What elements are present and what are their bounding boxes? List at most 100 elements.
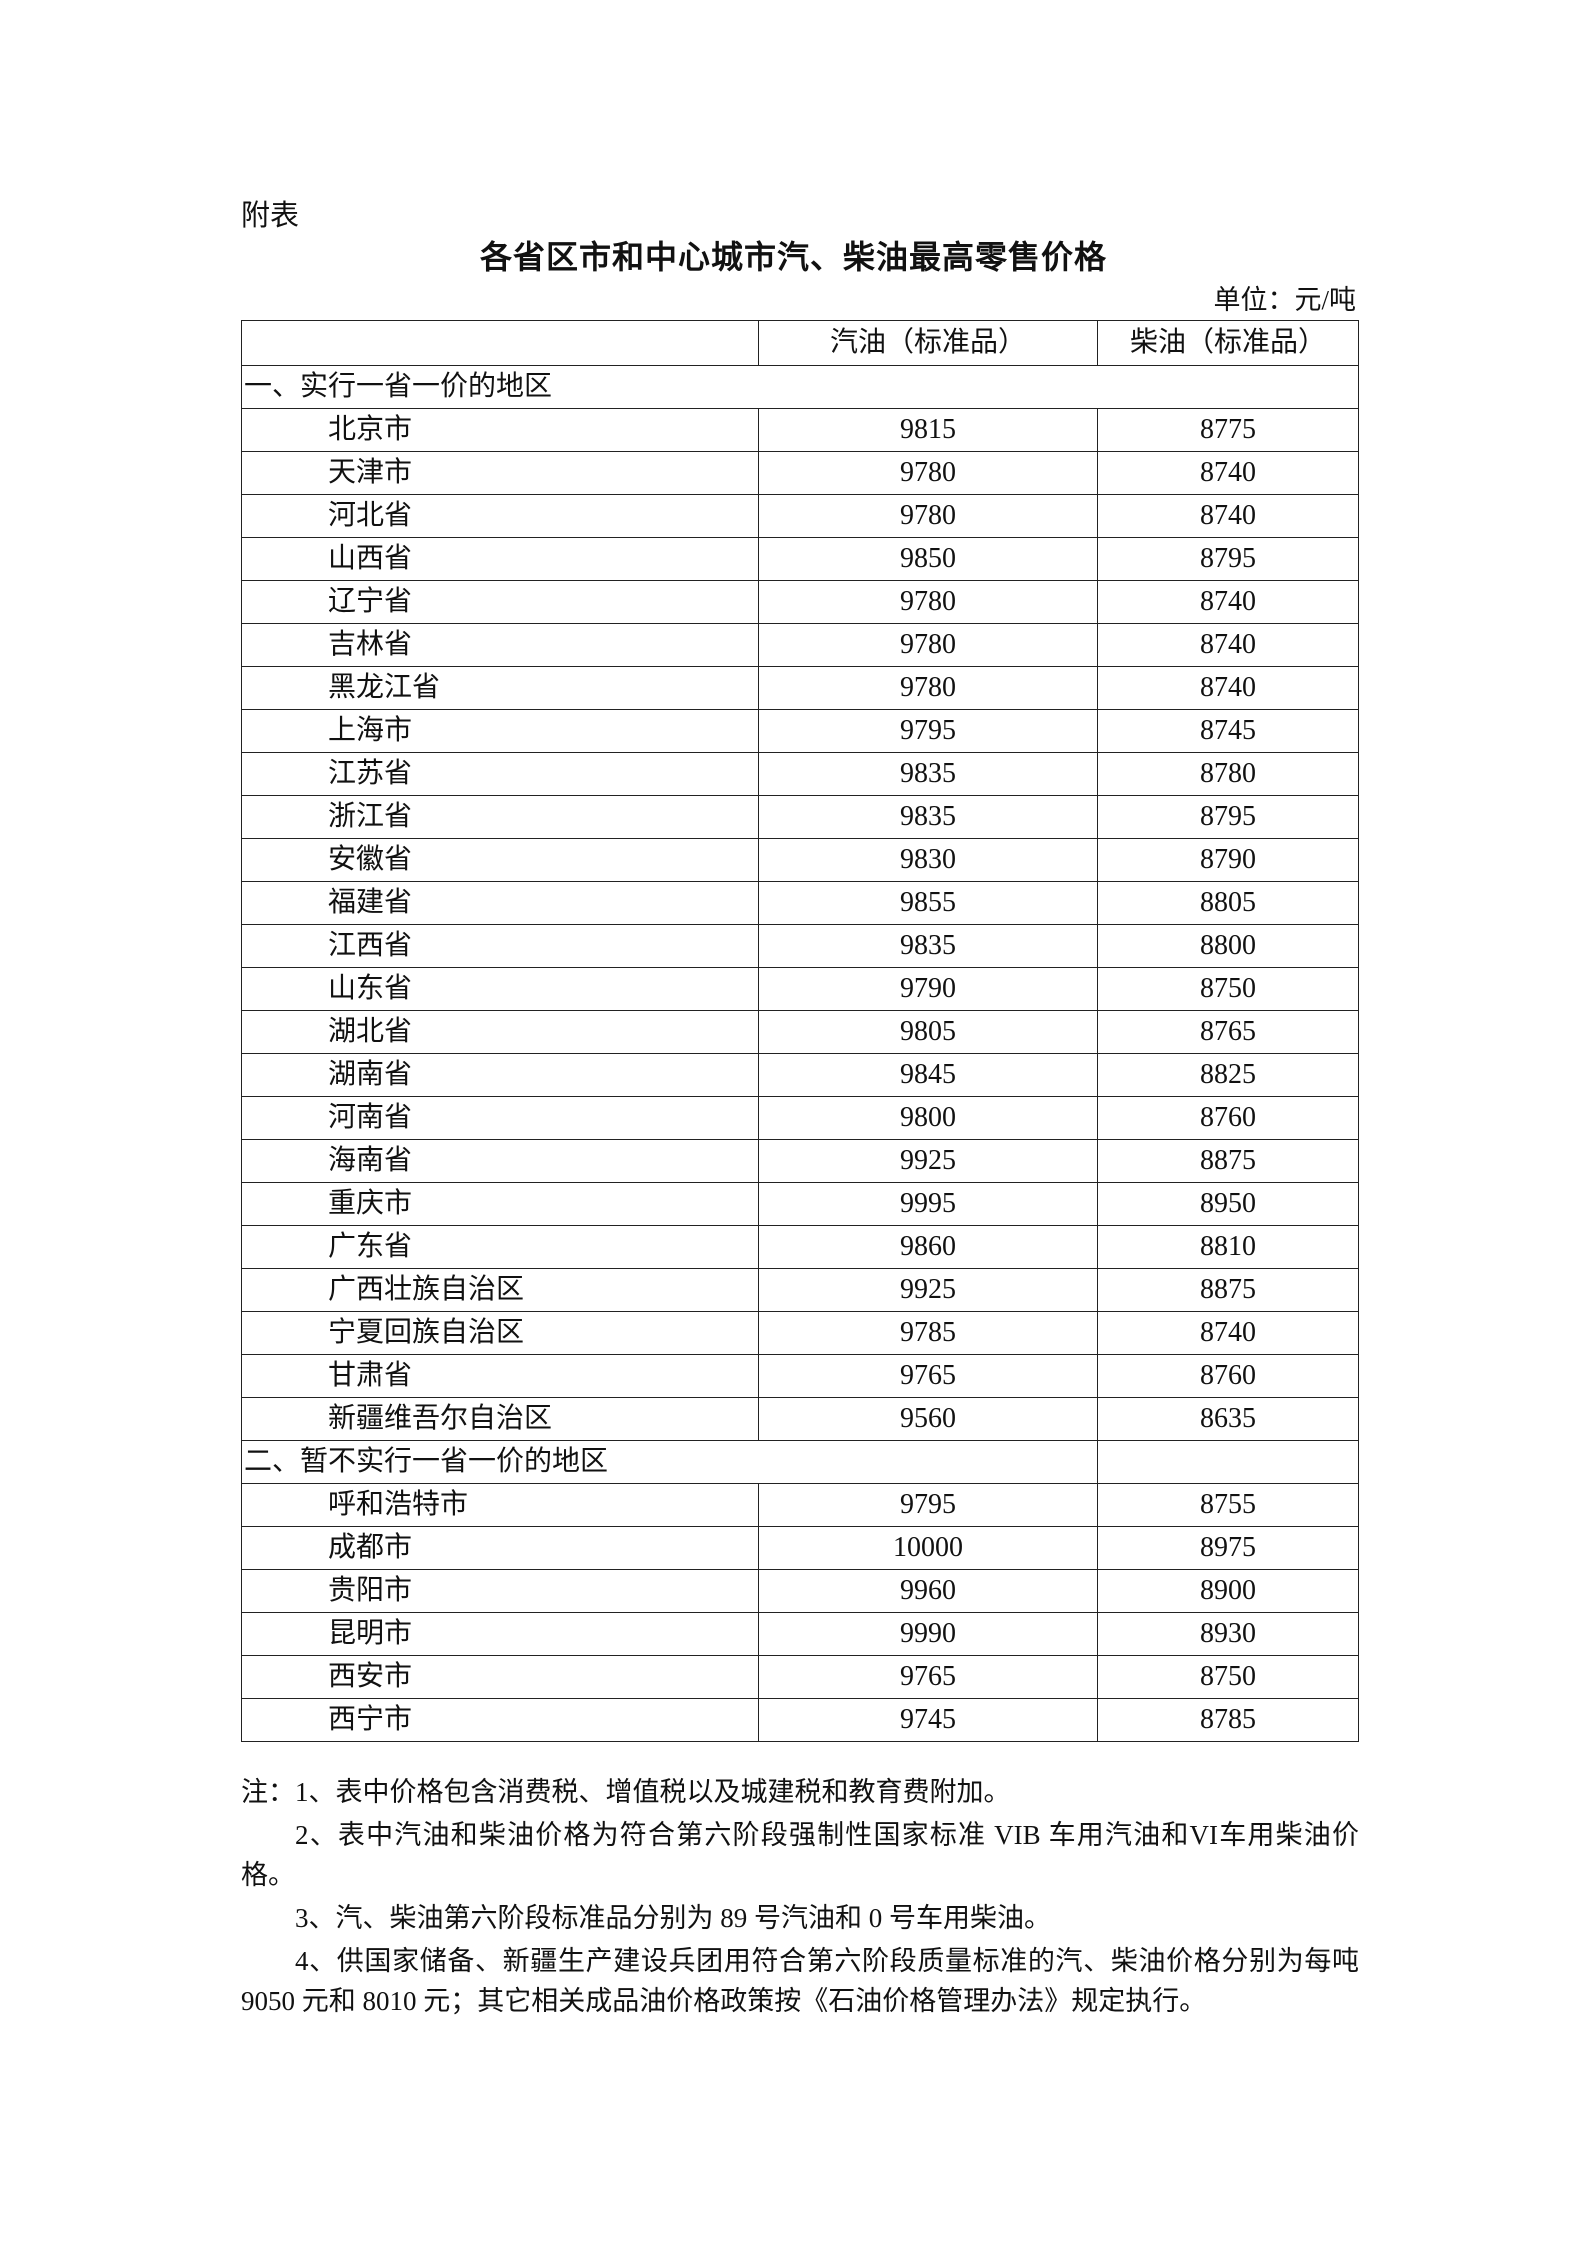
region-name: 福建省: [241, 881, 759, 925]
region-name: 昆明市: [241, 1612, 759, 1656]
table-row: 北京市 9815 8775: [241, 408, 1359, 452]
table-row: 甘肃省 9765 8760: [241, 1354, 1359, 1398]
table-row: 新疆维吾尔自治区 9560 8635: [241, 1397, 1359, 1441]
diesel-price: 8785: [1097, 1698, 1359, 1742]
table-row: 福建省 9855 8805: [241, 881, 1359, 925]
region-name: 安徽省: [241, 838, 759, 882]
note-1: 注：1、表中价格包含消费税、增值税以及城建税和教育费附加。: [241, 1777, 1011, 1807]
note-4: 4、供国家储备、新疆生产建设兵团用符合第六阶段质量标准的汽、柴油价格分别为每吨 …: [241, 1946, 1359, 2016]
gasoline-price: 9845: [758, 1053, 1098, 1097]
gasoline-price: 9780: [758, 451, 1098, 495]
diesel-price: 8750: [1097, 1655, 1359, 1699]
section-row: 二、暂不实行一省一价的地区: [241, 1440, 1359, 1484]
header-region: [241, 320, 759, 366]
table-row: 昆明市 9990 8930: [241, 1612, 1359, 1656]
header-gasoline: 汽油（标准品）: [758, 320, 1098, 366]
gasoline-price: 9765: [758, 1354, 1098, 1398]
gasoline-price: 9795: [758, 709, 1098, 753]
appendix-label: 附表: [241, 200, 300, 232]
diesel-price: 8810: [1097, 1225, 1359, 1269]
gasoline-price: 9855: [758, 881, 1098, 925]
diesel-price: 8755: [1097, 1483, 1359, 1527]
region-name: 黑龙江省: [241, 666, 759, 710]
empty-cell: [1097, 1440, 1359, 1484]
notes: 注：1、表中价格包含消费税、增值税以及城建税和教育费附加。 2、表中汽油和柴油价…: [241, 1772, 1359, 2024]
unit-label: 单位：元/吨: [1213, 285, 1356, 315]
table-row: 湖北省 9805 8765: [241, 1010, 1359, 1054]
region-name: 贵阳市: [241, 1569, 759, 1613]
diesel-price: 8780: [1097, 752, 1359, 796]
diesel-price: 8635: [1097, 1397, 1359, 1441]
region-name: 河南省: [241, 1096, 759, 1140]
table-row: 黑龙江省 9780 8740: [241, 666, 1359, 710]
region-name: 江西省: [241, 924, 759, 968]
diesel-price: 8825: [1097, 1053, 1359, 1097]
diesel-price: 8875: [1097, 1268, 1359, 1312]
gasoline-price: 9925: [758, 1139, 1098, 1183]
diesel-price: 8740: [1097, 494, 1359, 538]
document-title: 各省区市和中心城市汽、柴油最高零售价格: [479, 239, 1107, 275]
region-name: 山西省: [241, 537, 759, 581]
gasoline-price: 9850: [758, 537, 1098, 581]
gasoline-price: 9990: [758, 1612, 1098, 1656]
table-row: 呼和浩特市 9795 8755: [241, 1483, 1359, 1527]
table-row: 广东省 9860 8810: [241, 1225, 1359, 1269]
gasoline-price: 9835: [758, 924, 1098, 968]
gasoline-price: 9800: [758, 1096, 1098, 1140]
diesel-price: 8740: [1097, 623, 1359, 667]
table-row: 安徽省 9830 8790: [241, 838, 1359, 882]
gasoline-price: 9780: [758, 580, 1098, 624]
diesel-price: 8740: [1097, 451, 1359, 495]
table-row: 上海市 9795 8745: [241, 709, 1359, 753]
table-row: 河北省 9780 8740: [241, 494, 1359, 538]
price-table: 汽油（标准品） 柴油（标准品） 一、实行一省一价的地区 北京市 9815 8775 天津…: [241, 320, 1359, 1742]
diesel-price: 8790: [1097, 838, 1359, 882]
region-name: 广东省: [241, 1225, 759, 1269]
table-header-row: 汽油（标准品） 柴油（标准品）: [241, 320, 1359, 366]
gasoline-price: 9835: [758, 795, 1098, 839]
header-diesel: 柴油（标准品）: [1097, 320, 1359, 366]
table-row: 海南省 9925 8875: [241, 1139, 1359, 1183]
diesel-price: 8760: [1097, 1354, 1359, 1398]
diesel-price: 8950: [1097, 1182, 1359, 1226]
region-name: 甘肃省: [241, 1354, 759, 1398]
table-row: 江苏省 9835 8780: [241, 752, 1359, 796]
table-row: 山东省 9790 8750: [241, 967, 1359, 1011]
table-row: 河南省 9800 8760: [241, 1096, 1359, 1140]
diesel-price: 8765: [1097, 1010, 1359, 1054]
region-name: 吉林省: [241, 623, 759, 667]
table-row: 贵阳市 9960 8900: [241, 1569, 1359, 1613]
diesel-price: 8760: [1097, 1096, 1359, 1140]
region-name: 上海市: [241, 709, 759, 753]
diesel-price: 8740: [1097, 1311, 1359, 1355]
table-row: 江西省 9835 8800: [241, 924, 1359, 968]
table-row: 湖南省 9845 8825: [241, 1053, 1359, 1097]
region-name: 西安市: [241, 1655, 759, 1699]
region-name: 海南省: [241, 1139, 759, 1183]
gasoline-price: 10000: [758, 1526, 1098, 1570]
table-row: 宁夏回族自治区 9785 8740: [241, 1311, 1359, 1355]
region-name: 河北省: [241, 494, 759, 538]
diesel-price: 8930: [1097, 1612, 1359, 1656]
region-name: 江苏省: [241, 752, 759, 796]
table-row: 重庆市 9995 8950: [241, 1182, 1359, 1226]
diesel-price: 8795: [1097, 537, 1359, 581]
region-name: 广西壮族自治区: [241, 1268, 759, 1312]
gasoline-price: 9765: [758, 1655, 1098, 1699]
diesel-price: 8740: [1097, 580, 1359, 624]
region-name: 重庆市: [241, 1182, 759, 1226]
gasoline-price: 9780: [758, 666, 1098, 710]
section-row: 一、实行一省一价的地区: [241, 365, 1359, 409]
gasoline-price: 9780: [758, 494, 1098, 538]
diesel-price: 8795: [1097, 795, 1359, 839]
table-row: 西安市 9765 8750: [241, 1655, 1359, 1699]
gasoline-price: 9795: [758, 1483, 1098, 1527]
region-name: 呼和浩特市: [241, 1483, 759, 1527]
gasoline-price: 9835: [758, 752, 1098, 796]
diesel-price: 8805: [1097, 881, 1359, 925]
gasoline-price: 9805: [758, 1010, 1098, 1054]
gasoline-price: 9995: [758, 1182, 1098, 1226]
table-row: 山西省 9850 8795: [241, 537, 1359, 581]
region-name: 天津市: [241, 451, 759, 495]
note-2: 2、表中汽油和柴油价格为符合第六阶段强制性国家标准 VIB 车用汽油和VI车用柴…: [241, 1820, 1359, 1890]
